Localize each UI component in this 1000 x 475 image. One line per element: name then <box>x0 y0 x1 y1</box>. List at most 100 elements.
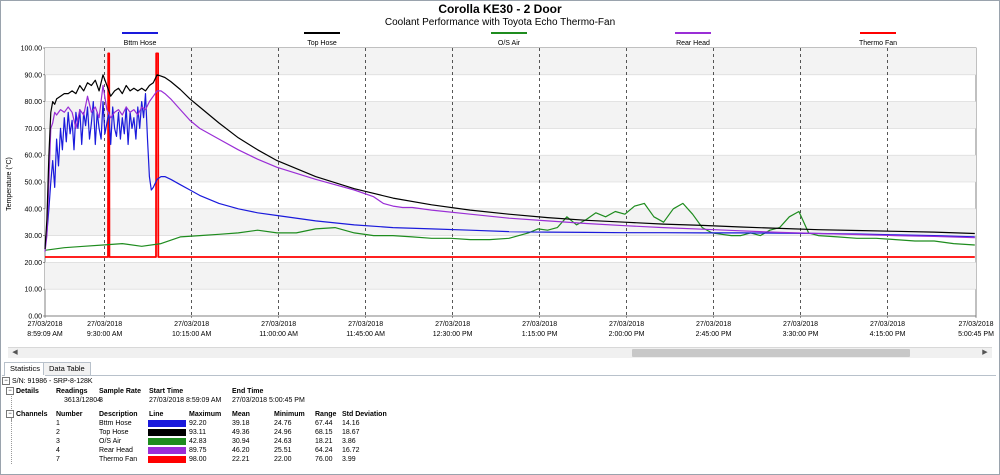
y-axis-ticks: 0.00 10.00 20.00 30.00 40.00 50.00 60.00 70.00 8… <box>21 46 45 321</box>
x-tick-time: 12:30:00 PM <box>433 331 473 338</box>
channel-mean: 49.36 <box>232 429 250 436</box>
channel-line-swatch <box>148 438 186 445</box>
channel-description: Top Hose <box>99 429 129 436</box>
channel-line-swatch <box>148 420 186 427</box>
channel-row: 4 Rear Head 89.75 46.20 25.51 64.24 16.72 <box>6 446 426 455</box>
collapse-icon[interactable]: − <box>6 410 14 419</box>
scroll-thumb[interactable] <box>632 349 910 357</box>
x-tick-time: 11:45:00 AM <box>346 331 385 338</box>
x-tick-time: 5:00:45 PM <box>958 331 994 338</box>
y-tick-label: 40.00 <box>24 206 42 213</box>
y-tick-label: 70.00 <box>24 126 42 133</box>
series-line-top-hose <box>44 74 975 250</box>
y-tick-label: 80.00 <box>24 99 42 106</box>
chart-legend: Bttm Hose Top Hose O/S Air Rear Head Thermo … <box>122 32 897 47</box>
channel-mean: 39.18 <box>232 420 250 427</box>
details-label: Details <box>16 388 39 395</box>
start-time-value: 27/03/2018 8:59:09 AM <box>149 397 222 404</box>
tab-bar: Statistics Data Table <box>2 361 996 376</box>
series-line-rear-head <box>44 84 975 252</box>
x-tick-time: 2:00:00 PM <box>609 331 645 338</box>
channel-row: 1 Bttm Hose 92.20 39.18 24.76 67.44 14.16 <box>6 419 426 428</box>
chart-grid <box>45 48 976 316</box>
x-tick-time: 10:15:00 AM <box>172 331 211 338</box>
channel-number: 3 <box>56 438 60 445</box>
channel-minimum: 25.51 <box>274 447 292 454</box>
header-start-time: Start Time <box>149 388 184 395</box>
channel-line-swatch <box>148 447 186 454</box>
channel-maximum: 42.83 <box>189 438 207 445</box>
series-line-bttm-hose <box>44 92 975 247</box>
collapse-icon[interactable]: − <box>6 387 14 396</box>
x-tick-date: 27/03/2018 <box>435 321 470 328</box>
scroll-right-icon[interactable]: ▶ <box>982 349 988 356</box>
channel-std-deviation: 14.16 <box>342 420 360 427</box>
legend-label: Rear Head <box>676 40 710 47</box>
legend-label: Thermo Fan <box>859 40 897 47</box>
x-tick-date: 27/03/2018 <box>174 321 209 328</box>
x-tick-date: 27/03/2018 <box>522 321 557 328</box>
channel-mean: 30.94 <box>232 438 250 445</box>
channel-range: 67.44 <box>315 420 333 427</box>
x-tick-date: 27/03/2018 <box>609 321 644 328</box>
horizontal-scrollbar[interactable]: ◀ ▶ <box>8 347 992 358</box>
x-tick-time: 4:15:00 PM <box>870 331 906 338</box>
x-tick-time: 3:30:00 PM <box>783 331 819 338</box>
chart-title: Corolla KE30 - 2 Door <box>438 2 562 16</box>
legend-label: Bttm Hose <box>124 40 157 47</box>
x-tick-date: 27/03/2018 <box>261 321 296 328</box>
statistics-panel: − S/N: 91986 - SRP-8-128K − Details Readi… <box>2 376 996 472</box>
y-tick-label: 10.00 <box>24 287 42 294</box>
x-tick-time: 1:15:00 PM <box>522 331 558 338</box>
chart: Corolla KE30 - 2 Door Coolant Performanc… <box>5 2 994 338</box>
channel-line-swatch <box>148 456 186 463</box>
channel-maximum: 89.75 <box>189 447 207 454</box>
header-description: Description <box>99 411 138 418</box>
tab-statistics[interactable]: Statistics <box>4 362 47 376</box>
channel-number: 2 <box>56 429 60 436</box>
channel-minimum: 24.76 <box>274 420 292 427</box>
chart-series <box>44 52 975 258</box>
x-tick-time: 8:59:09 AM <box>27 331 63 338</box>
device-row: − S/N: 91986 - SRP-8-128K <box>2 377 93 386</box>
collapse-icon[interactable]: − <box>2 377 10 386</box>
channel-maximum: 98.00 <box>189 456 207 463</box>
header-minimum: Minimum <box>274 411 305 418</box>
channel-row: 3 O/S Air 42.83 30.94 24.63 18.21 3.86 <box>6 437 426 446</box>
channel-line-swatch <box>148 429 186 436</box>
plot-band <box>45 262 976 290</box>
y-tick-label: 50.00 <box>24 180 42 187</box>
x-tick-date: 27/03/2018 <box>87 321 122 328</box>
channels-label: Channels <box>16 411 48 418</box>
x-tick-time: 11:00:00 AM <box>259 331 298 338</box>
x-tick-time: 9:30:00 AM <box>87 331 123 338</box>
sample-rate-value: 8 <box>99 397 103 404</box>
header-end-time: End Time <box>232 388 264 395</box>
channel-maximum: 93.11 <box>189 429 206 436</box>
header-line: Line <box>149 411 164 418</box>
series-line-thermo-fan <box>45 52 975 258</box>
scroll-left-icon[interactable]: ◀ <box>12 349 18 356</box>
y-tick-label: 0.00 <box>28 314 42 321</box>
header-number: Number <box>56 411 83 418</box>
channel-row: 2 Top Hose 93.11 49.36 24.96 68.15 18.67 <box>6 428 426 437</box>
tree-connector <box>11 387 12 421</box>
channel-std-deviation: 3.99 <box>342 456 356 463</box>
legend-label: Top Hose <box>307 40 337 47</box>
x-tick-time: 2:45:00 PM <box>696 331 732 338</box>
header-readings: Readings <box>56 388 88 395</box>
tab-data-table[interactable]: Data Table <box>43 362 91 375</box>
channel-maximum: 92.20 <box>189 420 207 427</box>
details-header-row: − Details Readings Sample Rate Start Tim… <box>6 387 406 396</box>
x-tick-date: 27/03/2018 <box>958 321 993 328</box>
header-mean: Mean <box>232 411 250 418</box>
y-tick-label: 100.00 <box>21 46 43 53</box>
channel-number: 7 <box>56 456 60 463</box>
x-tick-date: 27/03/2018 <box>783 321 818 328</box>
channel-description: O/S Air <box>99 438 122 445</box>
plot-band <box>45 155 976 182</box>
channel-description: Bttm Hose <box>99 420 132 427</box>
channel-mean: 22.21 <box>232 456 250 463</box>
channel-mean: 46.20 <box>232 447 250 454</box>
channel-minimum: 24.63 <box>274 438 292 445</box>
